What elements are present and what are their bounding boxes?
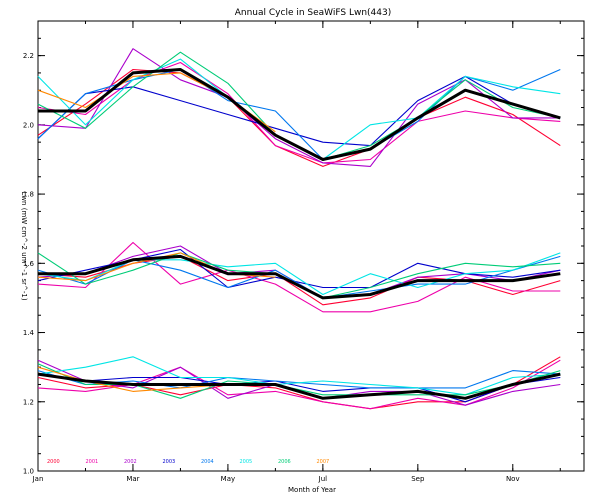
x-tick-label: May — [221, 475, 235, 483]
series-line-lower-2005 — [37, 356, 561, 396]
series-line-middle-2005 — [37, 252, 561, 296]
series-layer — [37, 48, 561, 410]
series-line-upper-2006 — [37, 51, 561, 161]
y-axis: 1.0 1.2 1.4 1.6 1.8 2.0 2.2 — [23, 20, 584, 476]
legend-entry-2005: 2005 — [240, 459, 253, 465]
x-axis-label: Month of Year — [288, 486, 336, 494]
y-axis-label: Lwn (mW cm^-2 um^-1 sr^-1) — [20, 191, 28, 300]
y-tick-label: 2.2 — [23, 52, 34, 60]
x-tick-label: Sep — [411, 475, 425, 483]
legend: 2000 2001 2002 2003 2004 2005 2006 2007 — [47, 459, 329, 465]
mean-line-upper — [38, 68, 561, 161]
series-line-upper-2005 — [37, 58, 561, 161]
mean-layer — [37, 68, 561, 400]
legend-entry-2006: 2006 — [278, 459, 291, 465]
legend-entry-2002: 2002 — [124, 459, 137, 465]
x-tick-label: Jan — [32, 475, 44, 483]
chart-title: Annual Cycle in SeaWiFS Lwn(443) — [235, 8, 392, 18]
y-tick-label: 1.2 — [23, 398, 34, 406]
series-line-middle-2001 — [37, 241, 561, 313]
legend-entry-2003: 2003 — [163, 459, 176, 465]
y-tick-label: 1.0 — [23, 468, 34, 476]
x-tick-label: Nov — [506, 475, 520, 483]
legend-entry-2000: 2000 — [47, 459, 60, 465]
legend-entry-2004: 2004 — [201, 459, 214, 465]
y-tick-label: 1.6 — [23, 260, 35, 268]
series-line-lower-2001 — [37, 359, 561, 410]
series-line-upper-2007 — [37, 72, 276, 133]
series-line-upper-2000 — [37, 68, 561, 167]
x-tick-label: Jul — [318, 475, 328, 483]
legend-entry-2001: 2001 — [86, 459, 99, 465]
y-tick-label: 1.4 — [23, 329, 35, 337]
x-tick-label: Mar — [126, 475, 139, 483]
series-line-upper-2001 — [37, 61, 561, 164]
y-tick-label: 1.8 — [23, 191, 34, 199]
series-line-upper-2002 — [37, 48, 561, 167]
series-line-lower-2003 — [37, 373, 561, 403]
legend-entry-2007: 2007 — [317, 459, 330, 465]
y-tick-label: 2.0 — [23, 121, 34, 129]
mean-line-lower — [37, 372, 561, 400]
x-axis: Jan Mar May Jul Sep Nov — [32, 21, 561, 483]
mean-line-middle — [38, 254, 561, 300]
